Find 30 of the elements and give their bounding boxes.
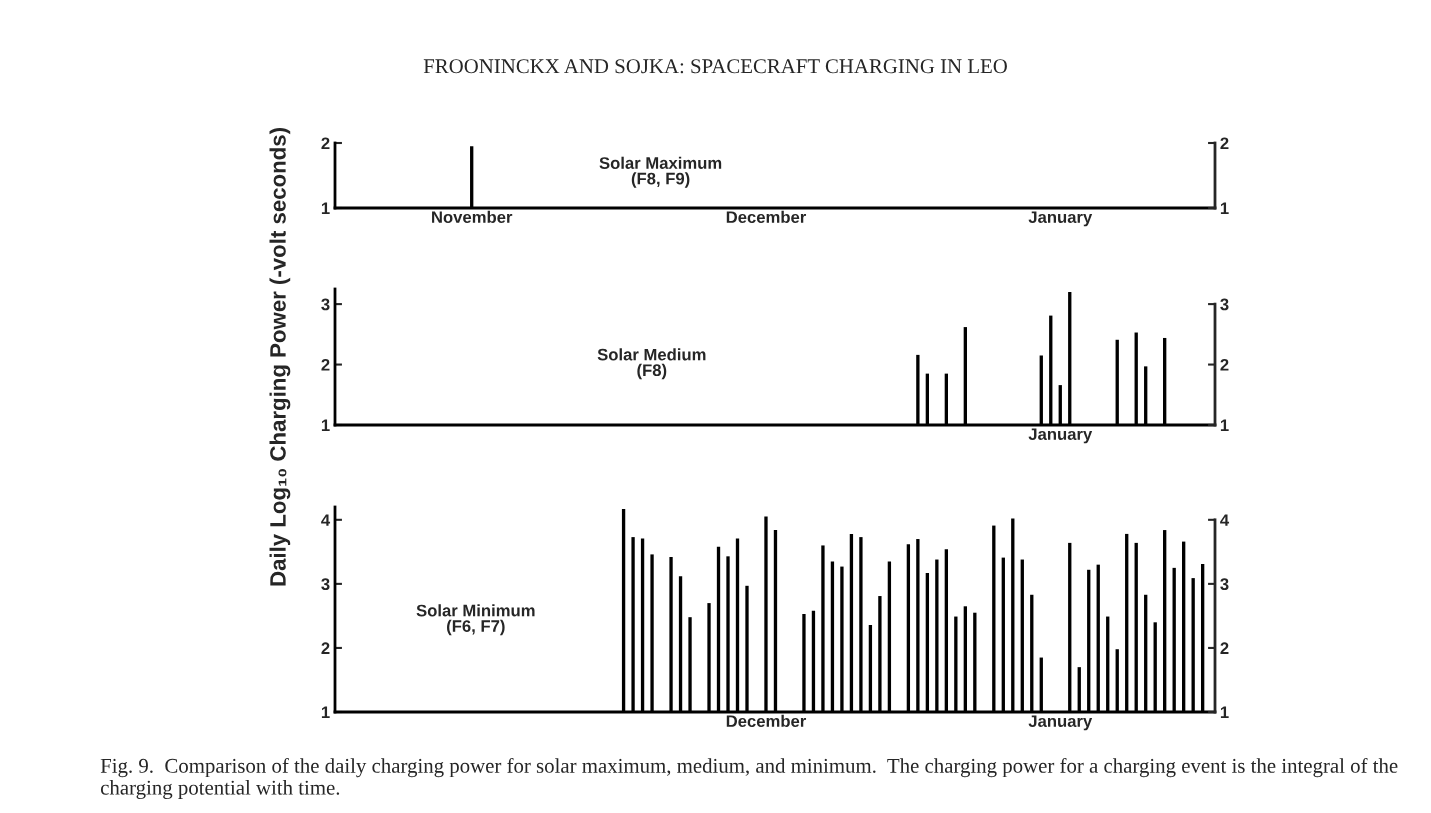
y2-tick-label: 2 bbox=[1220, 642, 1229, 654]
x-tick-label: December bbox=[726, 714, 807, 728]
x-tick-label: December bbox=[726, 210, 807, 224]
y-tick-label: 1 bbox=[321, 706, 330, 719]
y2-tick-label: 2 bbox=[1220, 358, 1229, 371]
y-tick-label: 4 bbox=[321, 514, 331, 526]
y-tick-label: 3 bbox=[321, 298, 330, 311]
y-tick-label: 1 bbox=[321, 202, 330, 215]
y2-tick-label: 1 bbox=[1220, 706, 1229, 719]
y-tick-label: 2 bbox=[321, 137, 330, 150]
y2-tick-label: 3 bbox=[1220, 578, 1229, 591]
y-tick-label: 2 bbox=[321, 358, 330, 371]
y2-tick-label: 1 bbox=[1220, 419, 1229, 432]
y2-tick-label: 2 bbox=[1220, 137, 1229, 150]
caption: Fig. 9. Comparison of the daily charging power for solar maximum, medium, and minimum. The charging power for a charging event is the integral of the charging potential with time. bbox=[100, 758, 1398, 800]
y-axis-title: Daily Log₁₀ Charging Power (-volt seconds) bbox=[269, 128, 291, 586]
x-tick-label: January bbox=[1028, 428, 1093, 444]
annotation: Solar Minimum (F6, F7) bbox=[416, 604, 535, 636]
chart-title: FROONINCKX AND SOJKA: SPACECRAFT CHARGING IN LEO bbox=[423, 59, 1007, 74]
y-tick-label: 2 bbox=[321, 642, 330, 654]
x-tick-label: January bbox=[1028, 715, 1093, 731]
y2-tick-label: 1 bbox=[1220, 202, 1229, 215]
y-tick-label: 1 bbox=[321, 419, 330, 432]
x-tick-label: November bbox=[432, 210, 513, 224]
x-tick-label: January bbox=[1028, 211, 1093, 227]
y2-tick-label: 4 bbox=[1220, 514, 1230, 526]
annotation: Solar Maximum (F8, F9) bbox=[599, 156, 722, 188]
y2-tick-label: 3 bbox=[1220, 298, 1229, 311]
y-tick-label: 3 bbox=[321, 578, 330, 591]
annotation: Solar Medium (F8) bbox=[597, 348, 706, 380]
